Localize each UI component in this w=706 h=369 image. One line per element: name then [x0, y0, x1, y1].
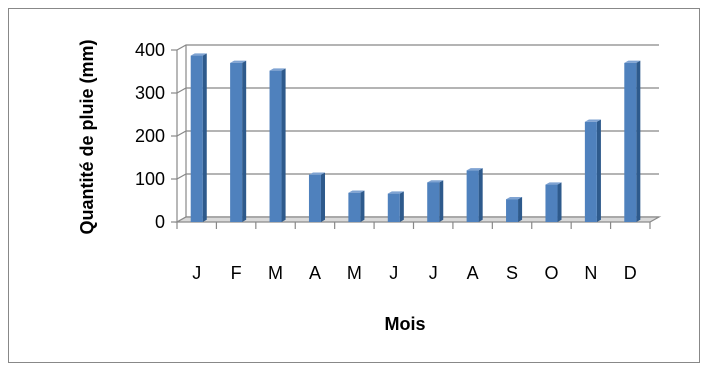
bar: [230, 60, 247, 223]
bar-top: [269, 68, 286, 71]
y-tick-label: 400: [135, 40, 165, 60]
y-tick-label: 0: [155, 212, 165, 232]
bar-top: [348, 190, 365, 193]
x-tick-label: J: [192, 263, 201, 283]
x-tick-label: D: [624, 263, 637, 283]
bar-side: [518, 196, 523, 222]
bar-front: [506, 199, 519, 222]
bar: [427, 180, 444, 222]
bars: [190, 53, 641, 223]
bar-side: [478, 168, 483, 222]
x-tick-label: O: [544, 263, 558, 283]
bar-front: [269, 70, 282, 222]
bar-top: [506, 196, 523, 200]
bar: [624, 60, 641, 223]
bar: [387, 191, 404, 222]
bar-side: [557, 182, 562, 222]
chart-frame: [8, 8, 700, 363]
y-axis-ticks: 0 100 200 300 400: [135, 40, 177, 232]
x-tick-label: S: [506, 263, 518, 283]
gridline: [176, 87, 659, 94]
bar: [466, 168, 483, 222]
bar-top: [190, 53, 207, 56]
bar: [506, 196, 523, 222]
x-tick-label: A: [309, 263, 321, 283]
bar-side: [202, 53, 207, 223]
bar-front: [190, 55, 203, 223]
bar-side: [439, 180, 444, 222]
x-tick-label: J: [429, 263, 438, 283]
bar-side: [399, 191, 404, 222]
x-tick-label: A: [467, 263, 479, 283]
bar-front: [308, 174, 321, 222]
bar-top: [427, 180, 444, 183]
bar-top: [466, 168, 483, 171]
bar: [308, 172, 326, 222]
bar-front: [584, 121, 597, 222]
bar-top: [230, 60, 247, 63]
bar-side: [636, 60, 641, 223]
x-tick-label: F: [231, 263, 242, 283]
bar: [348, 190, 365, 222]
y-axis-title: Quantité de pluie (mm): [77, 39, 97, 234]
bar-front: [466, 170, 479, 222]
y-tick-label: 200: [135, 126, 165, 146]
y-tick-label: 100: [135, 169, 165, 189]
bar: [190, 53, 207, 223]
bar-front: [427, 182, 440, 222]
bar-front: [348, 192, 361, 222]
x-tick-label: J: [389, 263, 398, 283]
bar-front: [387, 193, 400, 222]
bar-side: [320, 172, 326, 222]
x-tick-label: N: [584, 263, 597, 283]
bar-front: [545, 184, 558, 222]
x-tick-label: M: [347, 263, 362, 283]
bar-top: [624, 60, 641, 63]
bar: [269, 68, 286, 222]
bar: [584, 119, 601, 222]
bar-top: [308, 172, 326, 175]
bar-front: [230, 62, 243, 223]
bar-top: [545, 182, 562, 185]
bar-side: [360, 190, 365, 222]
x-tick-label: M: [268, 263, 283, 283]
bar-side: [242, 60, 247, 223]
bar-side: [596, 119, 601, 222]
gridline: [176, 44, 659, 51]
x-axis-title: Mois: [384, 314, 425, 334]
bar-side: [281, 68, 286, 222]
y-tick-label: 300: [135, 83, 165, 103]
bar: [545, 182, 562, 222]
bar-top: [387, 191, 404, 194]
bar-front: [624, 62, 637, 223]
bar-top: [584, 119, 601, 122]
